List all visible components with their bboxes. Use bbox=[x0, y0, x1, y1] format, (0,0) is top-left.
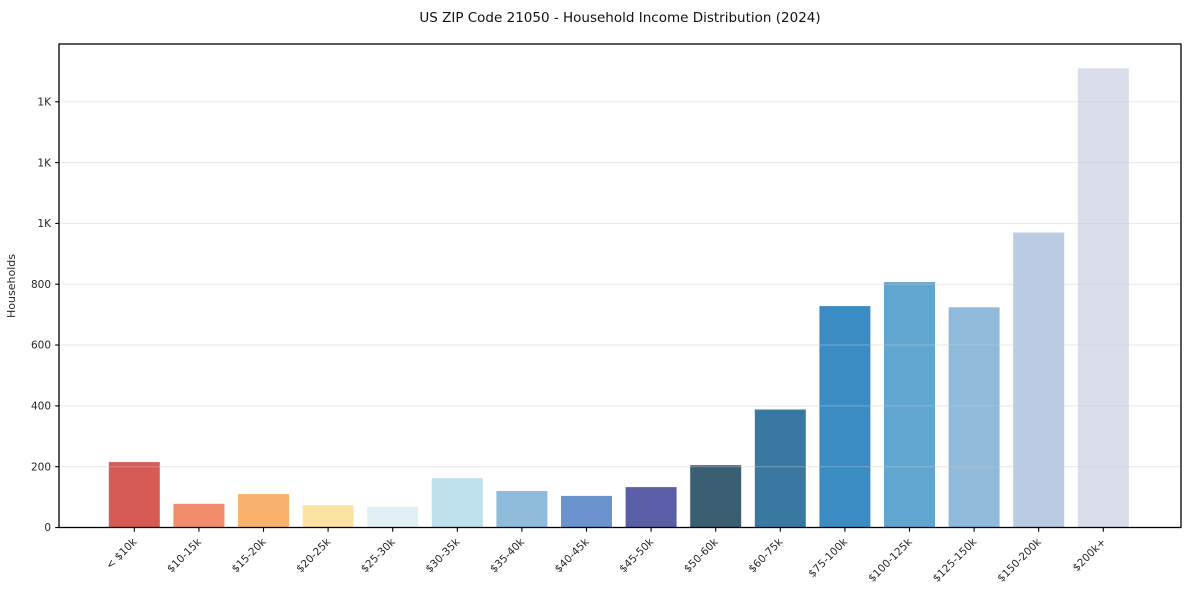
gridlines bbox=[59, 101, 1181, 468]
bar-25-30k bbox=[367, 506, 419, 528]
bar-100-125k bbox=[884, 282, 935, 528]
bar-10k bbox=[108, 462, 160, 528]
y-tick-label: 0 bbox=[44, 522, 51, 534]
bar-45-50k bbox=[625, 487, 677, 528]
bar-35-40k bbox=[496, 491, 548, 528]
bar-200k bbox=[1077, 68, 1129, 528]
bars-group bbox=[108, 68, 1129, 528]
y-tick-label: 400 bbox=[31, 401, 51, 413]
bar-75-100k bbox=[819, 306, 871, 528]
x-tick-label: $20-25k bbox=[294, 535, 334, 575]
bar-10-15k bbox=[173, 503, 225, 528]
y-tick-label: 200 bbox=[31, 461, 51, 473]
x-tick-label: $125-150k bbox=[931, 535, 980, 584]
bar-20-25k bbox=[302, 505, 354, 528]
x-tick-label: $15-20k bbox=[230, 535, 270, 575]
y-tick-label: 1K bbox=[37, 97, 52, 109]
bar-15-20k bbox=[238, 494, 289, 528]
x-tick-label: $150-200k bbox=[995, 535, 1044, 584]
plot-border bbox=[58, 43, 1182, 529]
x-tick-label: $35-40k bbox=[488, 535, 528, 575]
y-axis-ticks: 0 200 400 600 800 1K 1K 1K bbox=[31, 97, 59, 534]
x-tick-label: $25-30k bbox=[359, 535, 399, 575]
y-tick-label: 600 bbox=[31, 340, 51, 352]
x-axis-ticks: < $10k $10-15k $15-20k $20-25k $25-30k $30-35… bbox=[104, 527, 1109, 585]
y-tick-label: 800 bbox=[31, 279, 51, 291]
x-tick-label: $10-15k bbox=[165, 535, 205, 575]
y-tick-label: 1K bbox=[37, 218, 52, 230]
x-tick-label: $200k+ bbox=[1071, 536, 1109, 574]
bar-150-200k bbox=[1013, 232, 1065, 528]
bar-30-35k bbox=[431, 478, 483, 528]
x-tick-label: $40-45k bbox=[553, 535, 593, 575]
bar-60-75k bbox=[754, 409, 806, 528]
bar-50-60k bbox=[690, 465, 742, 528]
x-tick-label: $75-100k bbox=[806, 535, 850, 579]
chart-title: US ZIP Code 21050 - Household Income Dis… bbox=[419, 10, 820, 26]
x-tick-label: < $10k bbox=[104, 535, 140, 571]
x-tick-label: $60-75k bbox=[746, 535, 786, 575]
y-tick-label: 1K bbox=[37, 157, 52, 169]
y-axis-label: Households bbox=[5, 254, 18, 318]
bar-40-45k bbox=[561, 495, 612, 528]
x-tick-label: $45-50k bbox=[617, 535, 657, 575]
x-tick-label: $50-60k bbox=[682, 535, 722, 575]
x-tick-label: $100-125k bbox=[866, 535, 915, 584]
x-tick-label: $30-35k bbox=[423, 535, 463, 575]
bar-125-150k bbox=[948, 307, 1000, 528]
